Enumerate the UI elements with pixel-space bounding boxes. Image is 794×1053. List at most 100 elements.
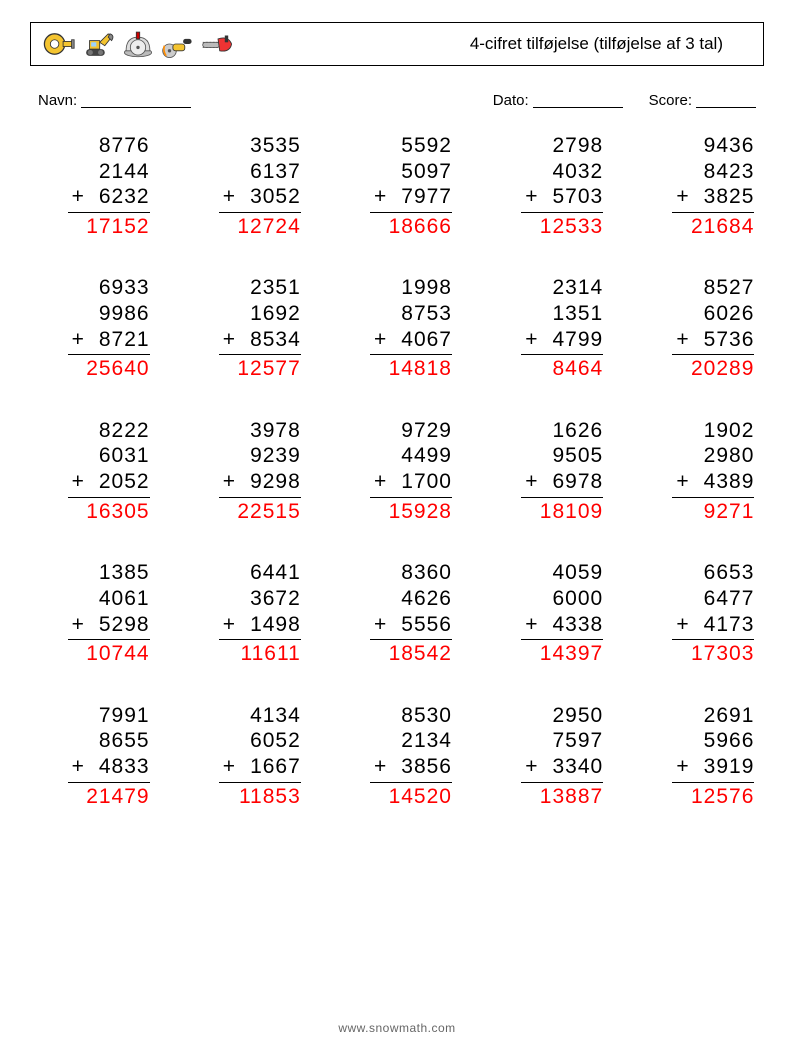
- problem: 27984032+570312533: [493, 133, 603, 239]
- rule-line: [672, 497, 754, 498]
- addend-3: 4067: [392, 327, 452, 353]
- chainsaw-icon: [201, 27, 235, 61]
- addend-1: 6933: [90, 275, 150, 301]
- addend-1: 1385: [90, 560, 150, 586]
- addend-3: 6232: [90, 184, 150, 210]
- plus-sign: +: [223, 184, 241, 210]
- addend-2: 4061: [90, 586, 150, 612]
- problem: 39789239+929822515: [191, 418, 301, 524]
- addend-1: 2691: [694, 703, 754, 729]
- addend-1: 7991: [90, 703, 150, 729]
- addend-3: 4338: [543, 612, 603, 638]
- plus-sign: +: [374, 754, 392, 780]
- rule-line: [521, 497, 603, 498]
- problem: 83604626+555618542: [342, 560, 452, 666]
- problem: 13854061+529810744: [40, 560, 150, 666]
- plus-sign: +: [676, 754, 694, 780]
- addend-3: 4799: [543, 327, 603, 353]
- name-label: Navn:: [38, 92, 77, 109]
- plus-sign: +: [72, 327, 90, 353]
- answer: 17152: [40, 214, 150, 240]
- rule-line: [521, 212, 603, 213]
- rule-line: [672, 354, 754, 355]
- answer: 14397: [493, 641, 603, 667]
- addend-1: 5592: [392, 133, 452, 159]
- addend-3: 7977: [392, 184, 452, 210]
- addend-3: 2052: [90, 469, 150, 495]
- tape-measure-icon: [41, 27, 75, 61]
- addend-2: 4499: [392, 443, 452, 469]
- addend-1: 6653: [694, 560, 754, 586]
- rule-line: [370, 782, 452, 783]
- problem: 41346052+166711853: [191, 703, 301, 809]
- answer: 12577: [191, 356, 301, 382]
- angle-grinder-icon: [161, 27, 195, 61]
- addend-2: 8753: [392, 301, 452, 327]
- plus-sign: +: [676, 469, 694, 495]
- rule-line: [370, 639, 452, 640]
- addend-3: 1667: [241, 754, 301, 780]
- problem: 23141351+47998464: [493, 275, 603, 381]
- answer: 9271: [644, 499, 754, 525]
- rule-line: [68, 639, 150, 640]
- addend-2: 2980: [694, 443, 754, 469]
- addend-2: 8423: [694, 159, 754, 185]
- answer: 12533: [493, 214, 603, 240]
- rule-line: [521, 354, 603, 355]
- addend-1: 9436: [694, 133, 754, 159]
- problem: 69339986+872125640: [40, 275, 150, 381]
- problem: 87762144+623217152: [40, 133, 150, 239]
- plus-sign: +: [374, 469, 392, 495]
- rule-line: [672, 639, 754, 640]
- plus-sign: +: [525, 612, 543, 638]
- addend-3: 4833: [90, 754, 150, 780]
- plus-sign: +: [525, 754, 543, 780]
- answer: 13887: [493, 784, 603, 810]
- addend-1: 2314: [543, 275, 603, 301]
- rule-line: [219, 212, 301, 213]
- addend-2: 3672: [241, 586, 301, 612]
- problem: 79918655+483321479: [40, 703, 150, 809]
- problem: 94368423+382521684: [644, 133, 754, 239]
- addend-3: 5298: [90, 612, 150, 638]
- plus-sign: +: [374, 612, 392, 638]
- problem: 85302134+385614520: [342, 703, 452, 809]
- rule-line: [521, 782, 603, 783]
- answer: 18666: [342, 214, 452, 240]
- problem: 55925097+797718666: [342, 133, 452, 239]
- addend-2: 9505: [543, 443, 603, 469]
- plus-sign: +: [223, 327, 241, 353]
- rule-line: [219, 497, 301, 498]
- plus-sign: +: [223, 612, 241, 638]
- problem: 82226031+205216305: [40, 418, 150, 524]
- addend-3: 3919: [694, 754, 754, 780]
- header: 4-cifret tilføjelse (tilføjelse af 3 tal…: [30, 22, 764, 66]
- addend-1: 3535: [241, 133, 301, 159]
- rule-line: [370, 354, 452, 355]
- answer: 21479: [40, 784, 150, 810]
- addend-2: 6000: [543, 586, 603, 612]
- addend-1: 4059: [543, 560, 603, 586]
- addend-3: 4173: [694, 612, 754, 638]
- rule-line: [68, 782, 150, 783]
- date-label: Dato:: [493, 92, 529, 109]
- addend-1: 2351: [241, 275, 301, 301]
- addend-3: 5703: [543, 184, 603, 210]
- answer: 15928: [342, 499, 452, 525]
- plus-sign: +: [72, 612, 90, 638]
- problem: 35356137+305212724: [191, 133, 301, 239]
- addend-2: 7597: [543, 728, 603, 754]
- problem: 23511692+853412577: [191, 275, 301, 381]
- addend-2: 6031: [90, 443, 150, 469]
- addend-3: 5736: [694, 327, 754, 353]
- addend-2: 9239: [241, 443, 301, 469]
- addend-3: 8721: [90, 327, 150, 353]
- addend-1: 8527: [694, 275, 754, 301]
- worksheet-page: 4-cifret tilføjelse (tilføjelse af 3 tal…: [0, 0, 794, 1053]
- plus-sign: +: [223, 754, 241, 780]
- plus-sign: +: [525, 469, 543, 495]
- plus-sign: +: [72, 184, 90, 210]
- addend-2: 1692: [241, 301, 301, 327]
- problem: 97294499+170015928: [342, 418, 452, 524]
- addend-1: 2950: [543, 703, 603, 729]
